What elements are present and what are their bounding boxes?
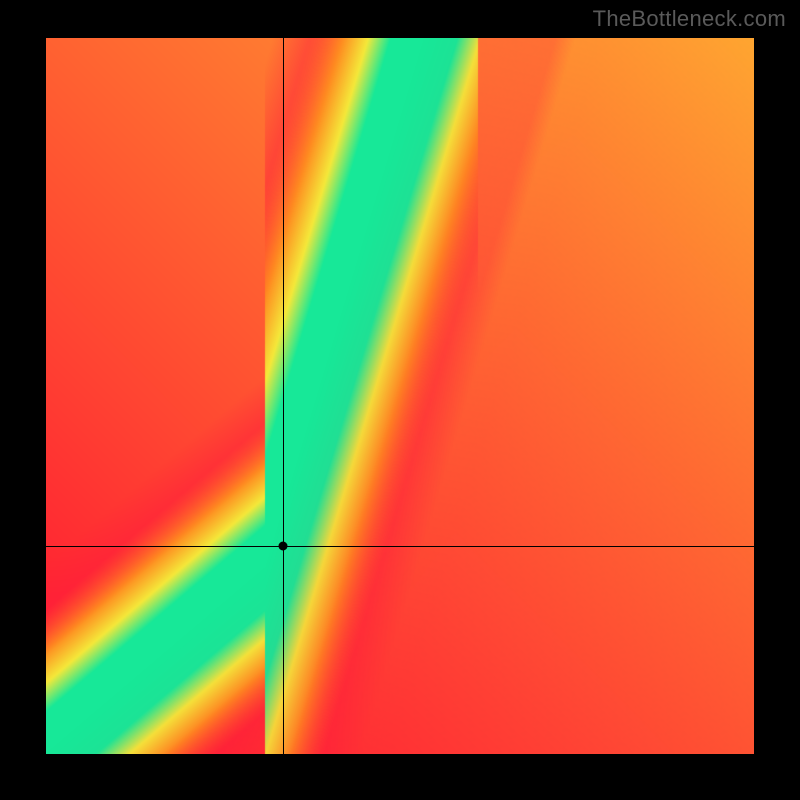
crosshair-horizontal [46, 546, 754, 547]
chart-container: TheBottleneck.com [0, 0, 800, 800]
watermark-text: TheBottleneck.com [593, 6, 786, 32]
heatmap-canvas [46, 38, 754, 754]
crosshair-marker-dot [279, 542, 288, 551]
heatmap-plot [46, 38, 754, 754]
crosshair-vertical [283, 38, 284, 754]
